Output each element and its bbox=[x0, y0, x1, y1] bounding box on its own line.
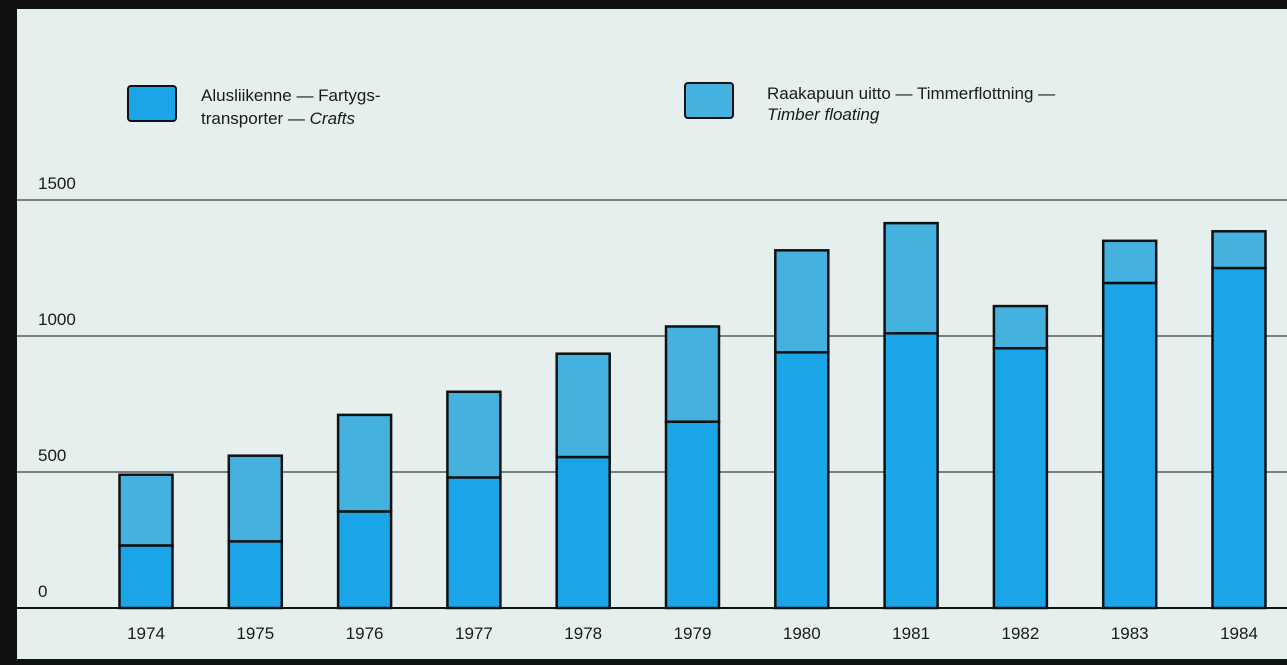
y-tick-label: 1500 bbox=[38, 174, 76, 193]
x-tick-label: 1977 bbox=[455, 624, 493, 643]
x-tick-label: 1984 bbox=[1220, 624, 1258, 643]
bar-segment-crafts bbox=[336, 510, 393, 610]
bar-segment-timber bbox=[227, 454, 284, 543]
x-tick-label: 1982 bbox=[1001, 624, 1039, 643]
y-axis-ticks: 0 500 1000 1500 bbox=[38, 174, 76, 601]
bar-segment-crafts bbox=[1101, 281, 1158, 610]
bar-segment-timber bbox=[664, 325, 721, 423]
y-tick-label: 500 bbox=[38, 446, 66, 465]
x-axis-labels: 1974 1975 1976 1977 1978 1979 1980 1981 1982 1983… bbox=[127, 624, 1258, 643]
bar-segment-crafts bbox=[227, 540, 284, 610]
bar-segment-crafts bbox=[446, 476, 502, 610]
x-tick-label: 1978 bbox=[564, 624, 602, 643]
left-border bbox=[0, 0, 17, 665]
x-tick-label: 1980 bbox=[783, 624, 821, 643]
bar-segment-crafts bbox=[992, 346, 1049, 610]
bar-segment-crafts bbox=[118, 544, 174, 610]
bar-segment-crafts bbox=[883, 332, 939, 610]
legend-label-crafts-line1: Alusliikenne — Fartygs- bbox=[201, 86, 381, 105]
legend-swatch-timber bbox=[684, 82, 734, 119]
legend-label-crafts-line2: transporter — Crafts bbox=[201, 109, 355, 128]
bar-segment-timber bbox=[118, 473, 174, 547]
bar-segment-crafts bbox=[1211, 266, 1267, 610]
x-tick-label: 1975 bbox=[236, 624, 274, 643]
bar-segment-timber bbox=[555, 352, 611, 459]
x-tick-label: 1976 bbox=[346, 624, 384, 643]
y-tick-label: 1000 bbox=[38, 310, 76, 329]
y-tick-label: 0 bbox=[38, 582, 47, 601]
x-tick-label: 1974 bbox=[127, 624, 165, 643]
bar-segment-timber bbox=[446, 390, 502, 479]
bar-segment-timber bbox=[883, 221, 939, 335]
x-tick-label: 1981 bbox=[892, 624, 930, 643]
bar-segment-crafts bbox=[555, 455, 611, 610]
bar-segment-timber bbox=[1101, 239, 1158, 285]
legend-label-timber-line1: Raakapuun uitto — Timmerflottning — bbox=[767, 84, 1055, 103]
bars bbox=[118, 221, 1267, 610]
legend: Alusliikenne — Fartygs- transporter — Cr… bbox=[127, 82, 1055, 128]
legend-label-timber-line2: Timber floating bbox=[767, 105, 880, 124]
x-tick-label: 1979 bbox=[674, 624, 712, 643]
bar-segment-timber bbox=[1211, 230, 1267, 270]
bar-segment-crafts bbox=[664, 420, 721, 610]
x-tick-label: 1983 bbox=[1111, 624, 1149, 643]
bar-segment-timber bbox=[992, 304, 1049, 350]
legend-swatch-crafts bbox=[127, 85, 177, 122]
bar-segment-timber bbox=[774, 249, 830, 354]
bar-segment-crafts bbox=[774, 351, 830, 610]
bottom-border bbox=[0, 659, 1287, 665]
top-border bbox=[0, 0, 1287, 9]
bar-segment-timber bbox=[336, 413, 393, 513]
